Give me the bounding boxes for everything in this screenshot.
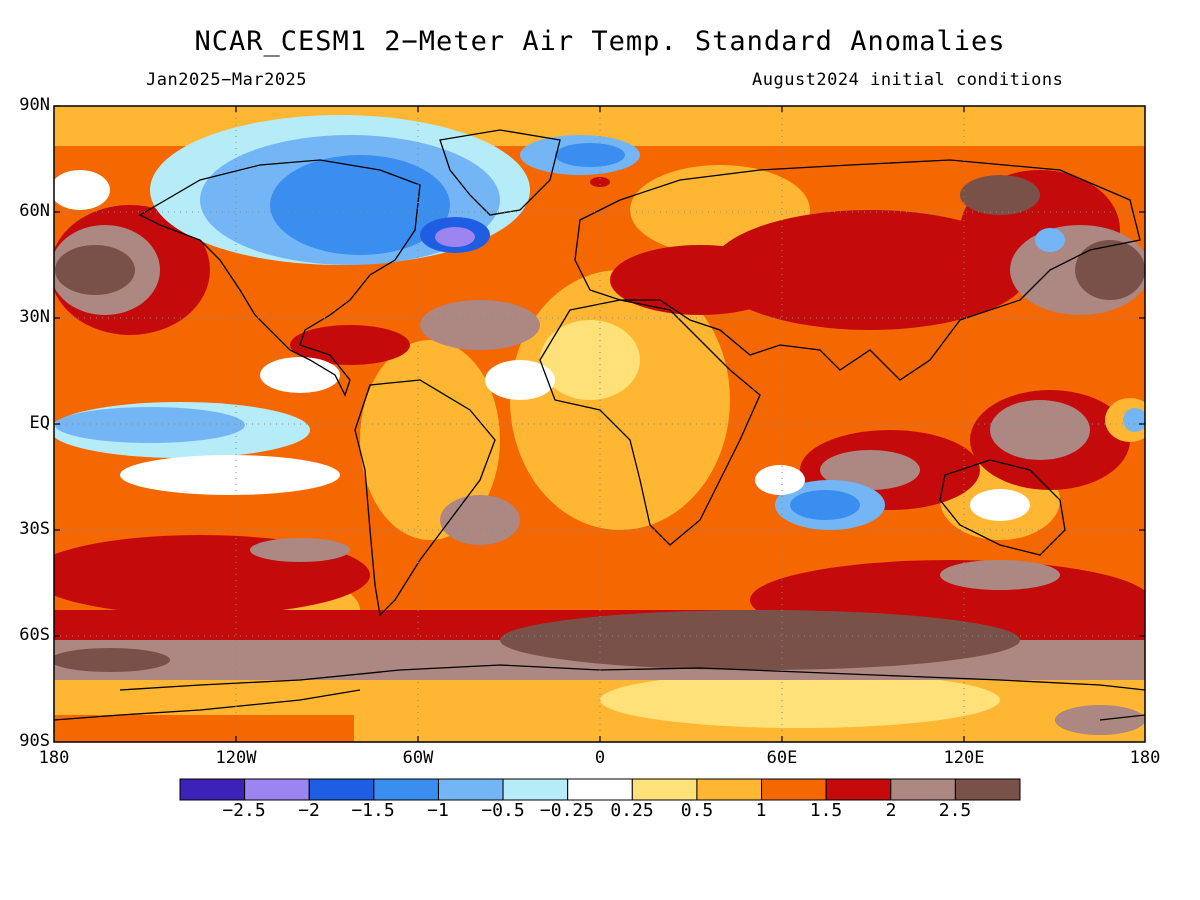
colorbar-swatch [179,778,246,801]
lon-label-60w: 60W [402,748,434,768]
lon-label-180w: 180 [38,748,70,768]
graticule [54,106,1145,742]
lat-label-90s: 90S [19,731,50,751]
lon-label-60e: 60E [766,748,798,768]
colorbar-label: −2 [298,800,320,821]
lat-label-30s: 30S [19,519,50,539]
initial-conditions: August2024 initial conditions [752,70,1064,90]
colorbar-swatch [244,778,310,801]
lat-label-60s: 60S [19,625,50,645]
colorbar-label: 1.5 [809,800,843,821]
lat-label-90n: 90N [19,95,50,115]
colorbar-label: −2.5 [222,800,266,821]
lat-label-30n: 30N [19,307,50,327]
colorbar-swatch [954,778,1021,801]
colorbar-label: 2.5 [938,800,972,821]
colorbar [179,778,1021,801]
map-title: NCAR_CESM1 2−Meter Air Temp. Standard An… [194,26,1006,57]
forecast-period: Jan2025−Mar2025 [146,70,308,90]
colorbar-swatch [373,778,439,801]
ticks [54,105,1145,742]
colorbar-label: −0.25 [539,800,595,821]
colorbar-swatch [696,778,763,801]
colorbar-label: −0.5 [481,800,525,821]
lat-label-60n: 60N [19,201,50,221]
colorbar-swatch [502,778,569,801]
colorbar-swatch [437,778,504,801]
colorbar-label: 0.25 [610,800,654,821]
colorbar-swatch [567,778,633,801]
colorbar-label: 2 [885,800,897,821]
colorbar-swatch [631,778,698,801]
colorbar-swatch [825,778,892,801]
lat-label-eq: EQ [29,413,50,433]
coastlines [54,129,1145,721]
colorbar-label: 0.5 [680,800,714,821]
lon-label-120e: 120E [943,748,985,768]
colorbar-swatch [761,778,827,801]
lon-label-180e: 180 [1129,748,1161,768]
colorbar-swatch [890,778,956,801]
lon-label-0: 0 [594,748,606,768]
colorbar-label: −1.5 [351,800,395,821]
lon-label-120w: 120W [215,748,257,768]
colorbar-label: −1 [427,800,449,821]
colorbar-label: 1 [755,800,767,821]
colorbar-swatch [308,778,375,801]
